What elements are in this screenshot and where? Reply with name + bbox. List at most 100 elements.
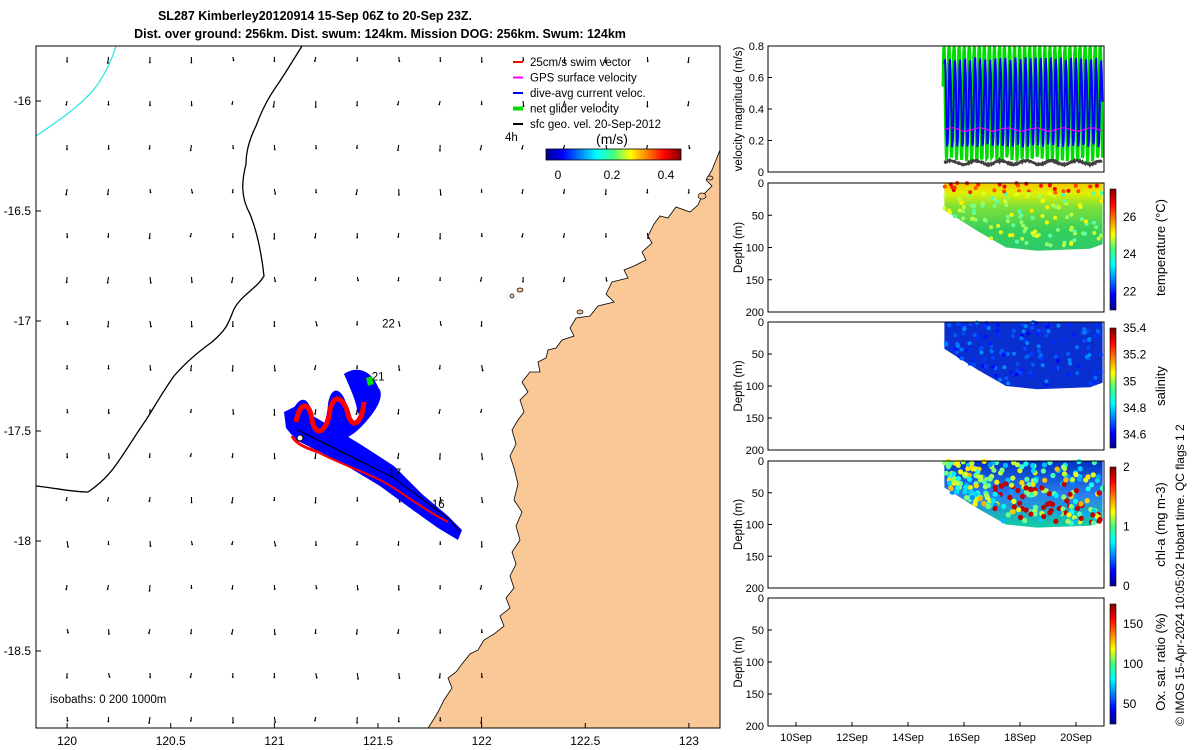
colorbar-tick-label: 0 [1123, 579, 1130, 593]
section-sample-dot [957, 208, 962, 213]
section-sample-dot [1093, 375, 1098, 380]
section-sample-dot [1061, 471, 1068, 477]
section-sample-dot [1042, 329, 1047, 334]
velocity-arrow-head [274, 369, 276, 372]
velocity-arrow-head [479, 280, 482, 282]
velocity-ytick-label: 0.8 [749, 41, 764, 53]
section-sample-dot [969, 216, 974, 221]
section-sample-dot [982, 357, 987, 362]
section-sample-dot [962, 489, 968, 495]
section-sample-dot [972, 501, 978, 507]
section-sample-dot [1014, 239, 1019, 244]
section-sample-dot [972, 208, 976, 213]
day-label: 16 [432, 499, 445, 511]
map-xtick-label: 121 [264, 734, 284, 748]
velocity-arrow-head [148, 237, 151, 240]
velocity-arrow-head [687, 104, 689, 107]
section-sample-dot [1019, 220, 1024, 225]
section-sample-dot [1030, 463, 1036, 469]
colorbar-label: (m/s) [596, 131, 628, 147]
colorbar-tick-label: 150 [1123, 617, 1143, 631]
velocity-arrow-head [647, 237, 649, 239]
section-sample-dot [1065, 215, 1070, 220]
velocity-arrow-head [439, 149, 441, 152]
section-sample-dot [1017, 209, 1022, 214]
section-sample-dot [1040, 198, 1045, 203]
depth-tick-label: 50 [752, 625, 764, 637]
section-sample-dot [1050, 472, 1056, 479]
section-frame [767, 597, 1105, 727]
swim-vector-trace [290, 435, 319, 454]
velocity-arrow-head [273, 414, 276, 416]
section-sample-dot [1005, 197, 1009, 202]
section-sample-dot [1051, 340, 1056, 345]
velocity-arrow-head [189, 719, 192, 722]
island [516, 287, 524, 293]
isobaths-label: isobaths: 0 200 1000m [50, 694, 166, 706]
velocity-arrow-head [355, 413, 358, 416]
velocity-arrow-head [397, 279, 400, 282]
velocity-arrow-head [273, 60, 276, 63]
map-panel: 22 21 17 16 120 120.5 121 121.5 122 122.5 123 -16 -1… [4, 9, 721, 748]
section-sample-dot [1073, 488, 1080, 494]
velocity-arrow-head [231, 501, 233, 504]
section-sample-dot [1066, 351, 1071, 356]
colorbar-tick-label: 50 [1123, 697, 1137, 711]
section-sample-dot [1094, 183, 1099, 188]
section-sample-dot [1039, 485, 1045, 491]
velocity-arrow-head [396, 632, 399, 635]
velocity-arrow-head [66, 236, 69, 239]
section-sample-dot [1084, 498, 1090, 504]
depth-tick-label: 0 [758, 317, 764, 329]
section-sample-dot [1028, 511, 1034, 517]
section-sample-dot [952, 185, 957, 190]
velocity-arrow-head [439, 587, 441, 590]
velocity-arrow-head [397, 412, 400, 415]
section-sample-dot [1010, 509, 1016, 515]
velocity-arrow-head [356, 147, 358, 149]
velocity-arrow-head [315, 544, 317, 547]
section-sample-dot [992, 491, 998, 497]
velocity-arrow-head [688, 147, 691, 150]
section-sample-dot [964, 348, 969, 353]
section-sample-dot [972, 333, 977, 337]
section-sample-dot [1056, 506, 1062, 512]
section-sample-dot [1011, 504, 1017, 510]
legend-label: net glider velocity [530, 104, 619, 116]
section-sample-dot [1047, 510, 1053, 516]
section-sample-dot [1088, 184, 1093, 189]
section-sample-dot [943, 341, 948, 346]
velocity-arrow-head [106, 281, 109, 284]
velocity-arrow [148, 716, 151, 724]
section-sample-dot [1069, 477, 1075, 483]
velocity-arrow [272, 100, 275, 107]
section-sample-dot [1032, 504, 1039, 510]
section-sample-dot [1087, 338, 1091, 343]
velocity-arrow-head [190, 501, 193, 504]
section-sample-dot [969, 464, 975, 470]
section-sample-dot [1016, 191, 1021, 196]
velocity-arrow-head [148, 61, 151, 64]
velocity-arrow-head [232, 59, 235, 62]
section-sample-dot [1091, 220, 1096, 225]
swim-vector-trace [293, 396, 367, 434]
section-sample-dot [1062, 199, 1067, 204]
velocity-arrow-head [562, 192, 565, 194]
section-sample-dot [1096, 236, 1101, 241]
velocity-arrow-head [149, 369, 152, 371]
section-sample-dot [1039, 352, 1043, 357]
section-sample-dot [992, 203, 997, 208]
series-dive-avg-current [943, 57, 1104, 148]
section-sample-dot [1047, 191, 1052, 196]
section-sample-dot [1076, 363, 1081, 368]
section-sample-dot [956, 322, 961, 326]
velocity-arrow-head [480, 325, 483, 327]
section-sample-dot [1021, 223, 1026, 228]
velocity-arrow-head [65, 281, 68, 284]
section-sample-dot [1066, 188, 1071, 193]
colorbar-tick-label: 0.4 [658, 168, 675, 182]
series-sfc-geo-velocity [943, 156, 1103, 168]
velocity-arrow-head [231, 103, 234, 105]
section-sample-dot [990, 498, 996, 504]
colorbar-tick-label: 35.2 [1123, 348, 1147, 362]
